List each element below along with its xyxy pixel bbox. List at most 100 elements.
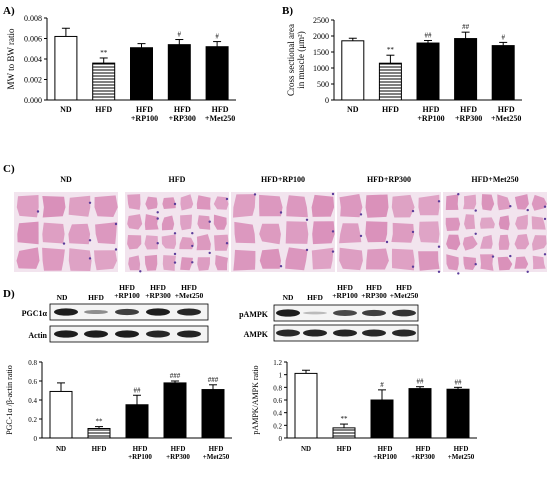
category-label-line: HFD (174, 105, 191, 114)
micrograph-label: HFD+RP100 (261, 175, 305, 184)
nucleus (331, 250, 335, 253)
nucleus (88, 201, 92, 204)
blot-header-line: HFD (88, 293, 104, 302)
nucleus (114, 222, 118, 226)
y-tick-label: 0.002 (24, 76, 42, 85)
nucleus (173, 252, 177, 256)
category-label: ND (347, 105, 359, 114)
y-tick-label: 0.8 (28, 359, 37, 367)
bar-3 (416, 42, 440, 101)
blot-header: HFD +RP300 (361, 283, 387, 300)
nucleus (191, 244, 194, 248)
muscle-fiber (68, 195, 91, 217)
category-label-line: +RP300 (411, 453, 435, 461)
bar-5 (205, 46, 229, 101)
muscle-fiber (391, 222, 415, 243)
nucleus (191, 232, 194, 235)
blot-header-line: ND (57, 293, 68, 302)
muscle-fiber (339, 223, 362, 244)
muscle-fiber (498, 215, 510, 231)
muscle-fiber (312, 221, 335, 245)
nucleus (305, 218, 309, 221)
blot-band (177, 330, 201, 338)
significance-mark: ## (462, 23, 470, 31)
muscle-fiber (16, 247, 40, 269)
muscle-fiber (463, 194, 477, 210)
muscle-fiber (532, 235, 547, 251)
category-label-line: HFD (454, 445, 469, 453)
category-label-line: HFD (382, 105, 399, 114)
nucleus (526, 270, 529, 273)
blot-header: HFD +RP100 (332, 283, 358, 300)
category-label-line: HFD (209, 445, 224, 453)
category-label: HFD +Met250 (448, 445, 475, 461)
muscle-fiber (479, 217, 495, 229)
panel-letter-c: C) (3, 163, 15, 175)
significance-mark: ## (425, 31, 433, 39)
nucleus (225, 242, 229, 245)
muscle-fiber (339, 194, 363, 218)
significance-mark: ## (417, 378, 425, 386)
bar-5 (446, 388, 470, 439)
muscle-fiber (127, 194, 141, 210)
muscle-fiber (234, 221, 256, 244)
significance-mark: # (501, 33, 505, 41)
significance-mark: ** (96, 418, 104, 426)
muscle-fiber (213, 214, 227, 230)
blot-band (146, 308, 170, 316)
category-label-line: HFD (212, 105, 229, 114)
category-label-line: +RP300 (169, 114, 196, 123)
muscle-fiber (196, 234, 211, 251)
blot-row-label: pAMPK (239, 310, 269, 319)
muscle-fiber (95, 222, 117, 245)
nucleus (208, 251, 211, 255)
nucleus (88, 257, 92, 260)
y-tick-label: 0.2 (28, 416, 37, 424)
blot-row-label: PGC1α (22, 309, 48, 318)
nucleus (156, 217, 159, 220)
muscle-fiber (532, 255, 546, 270)
y-tick-label: 0 (279, 435, 283, 443)
muscle-fiber (446, 254, 459, 271)
blot-header-line: HFD (337, 283, 353, 292)
category-label-line: HFD (460, 105, 477, 114)
muscle-fiber (418, 221, 440, 243)
nucleus (359, 234, 363, 238)
nucleus (543, 205, 547, 208)
muscle-fiber (42, 222, 65, 244)
category-label: HFD +Met250 (491, 105, 521, 123)
category-label-line: HFD (498, 105, 515, 114)
nucleus (173, 261, 177, 264)
muscle-fiber (531, 216, 546, 230)
nucleus (474, 209, 477, 212)
category-label: ND (56, 445, 66, 453)
muscle-fiber (311, 194, 335, 217)
category-label-line: +RP100 (128, 453, 152, 461)
y-axis-label: Cross sectional areain muscle (μm²) (286, 24, 306, 96)
muscle-fiber (498, 234, 510, 250)
nucleus (173, 202, 177, 206)
muscle-fiber (233, 194, 256, 218)
y-axis-label-line: MW to BW ratio (6, 28, 16, 89)
category-label-line: +Met250 (448, 453, 475, 461)
muscle-fiber (446, 234, 461, 251)
muscle-fiber (531, 194, 547, 211)
muscle-fiber (514, 256, 529, 269)
blot-header-line: HFD (396, 283, 412, 292)
blot-header-line: ND (283, 293, 294, 302)
muscle-fiber (514, 234, 530, 250)
muscle-fiber (162, 255, 176, 271)
category-label-line: ND (301, 445, 311, 453)
muscle-fiber (144, 214, 159, 230)
blot-band (84, 330, 108, 338)
muscle-fiber (215, 255, 228, 271)
blot-band (115, 308, 139, 316)
category-label-line: HFD (133, 445, 148, 453)
blot-header-line: HFD (366, 283, 382, 292)
y-tick-label: 0.000 (24, 96, 42, 105)
nucleus (253, 193, 257, 196)
muscle-fiber (391, 194, 415, 218)
micrograph-label: HFD+RP300 (367, 175, 411, 184)
nucleus (191, 261, 194, 264)
nucleus (331, 230, 335, 233)
